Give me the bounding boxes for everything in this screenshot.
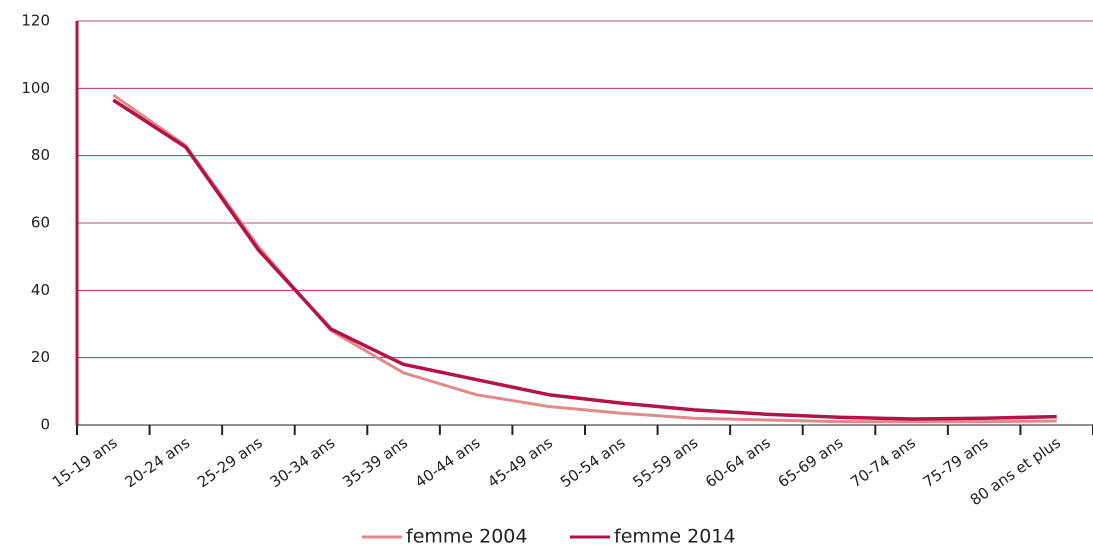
y-tick-label: 40 xyxy=(31,281,50,299)
y-tick-label: 120 xyxy=(21,12,50,30)
x-tick-label: 65-69 ans xyxy=(775,433,847,491)
y-tick-label: 60 xyxy=(31,214,50,232)
x-tick-label: 20-24 ans xyxy=(121,433,193,491)
y-tick-label: 20 xyxy=(31,348,50,366)
x-tick-label: 35-39 ans xyxy=(339,433,411,491)
legend-label: femme 2004 xyxy=(406,526,527,547)
x-tick-label: 75-79 ans xyxy=(920,433,992,491)
x-tick-label: 40-44 ans xyxy=(412,433,484,491)
line-series xyxy=(112,98,1057,421)
x-tick-label: 30-34 ans xyxy=(267,433,339,491)
x-tick-label: 25-29 ans xyxy=(194,433,266,491)
x-tick-label: 70-74 ans xyxy=(847,433,919,491)
y-tick-label: 80 xyxy=(31,146,50,164)
x-tick-label: 50-54 ans xyxy=(557,433,629,491)
line-series xyxy=(112,93,1057,424)
x-tick-label: 15-19 ans xyxy=(49,433,121,491)
x-tick-label: 45-49 ans xyxy=(484,433,556,491)
x-tick-label: 60-64 ans xyxy=(702,433,774,491)
x-tick-label: 55-59 ans xyxy=(629,433,701,491)
y-tick-label: 0 xyxy=(40,416,50,434)
legend-label: femme 2014 xyxy=(614,526,735,547)
y-tick-label: 100 xyxy=(21,79,50,97)
